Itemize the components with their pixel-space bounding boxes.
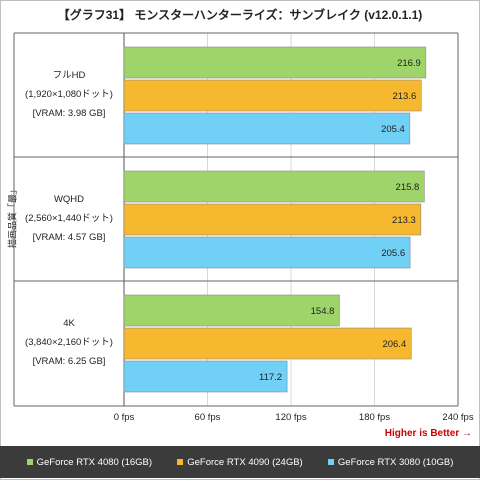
category-label-resolution: (2,560×1,440ドット)	[25, 213, 113, 224]
bar	[123, 203, 422, 236]
legend-label: GeForce RTX 4080 (16GB)	[36, 456, 153, 468]
x-tick-label: 120 fps	[275, 412, 306, 423]
bar-value-label: 213.3	[392, 215, 416, 226]
legend-swatch	[26, 459, 33, 465]
bar	[123, 79, 422, 112]
bar-value-label: 213.6	[392, 91, 416, 102]
legend-item-rtx4080: GeForce RTX 4080 (16GB)	[26, 456, 153, 468]
category-label-vram: [VRAM: 4.57 GB]	[32, 232, 106, 243]
legend-item-rtx3080: GeForce RTX 3080 (10GB)	[327, 456, 454, 468]
legend: GeForce RTX 4080 (16GB) GeForce RTX 4090…	[0, 446, 480, 478]
bar	[123, 170, 425, 203]
category-label-name: WQHD	[53, 194, 85, 205]
bar-value-label: 205.6	[381, 248, 405, 259]
x-tick-label: 60 fps	[195, 412, 221, 423]
bar	[123, 46, 427, 79]
higher-is-better-note: Higher is Better →	[384, 428, 472, 439]
bar	[123, 236, 411, 269]
x-tick-label: 0 fps	[114, 412, 135, 423]
bar-value-label: 154.8	[311, 306, 335, 317]
category-label-resolution: (1,920×1,080ドット)	[25, 89, 113, 100]
chart-title: 【グラフ31】 モンスターハンターライズ：サンブレイク (v12.0.1.1)	[57, 8, 423, 22]
category-label-name: フルHD	[52, 70, 86, 81]
legend-item-rtx4090: GeForce RTX 4090 (24GB)	[177, 456, 303, 468]
bar	[123, 112, 411, 145]
category-label-vram: [VRAM: 6.25 GB]	[32, 356, 106, 367]
bar	[123, 294, 340, 327]
category-label: WQHD (2,560×1,440ドット) [VRAM: 4.57 GB]	[14, 190, 124, 247]
bar-value-label: 216.9	[397, 58, 421, 69]
legend-swatch	[327, 459, 334, 465]
bar-value-label: 215.8	[396, 182, 420, 193]
legend-label: GeForce RTX 3080 (10GB)	[337, 456, 454, 468]
bar-value-label: 206.4	[382, 339, 406, 350]
x-tick-label: 180 fps	[359, 412, 390, 423]
category-label-vram: [VRAM: 3.98 GB]	[32, 108, 106, 119]
category-label-name: 4K	[63, 318, 75, 329]
bar-value-label: 117.2	[259, 372, 282, 383]
x-tick-label: 240 fps	[442, 412, 473, 423]
legend-swatch	[177, 459, 184, 465]
category-label: 4K (3,840×2,160ドット) [VRAM: 6.25 GB]	[14, 314, 124, 371]
bar-value-label: 205.4	[381, 124, 405, 135]
bar	[123, 360, 288, 393]
category-label-resolution: (3,840×2,160ドット)	[25, 337, 113, 348]
bar	[123, 327, 412, 360]
legend-label: GeForce RTX 4090 (24GB)	[187, 456, 303, 468]
category-label: フルHD (1,920×1,080ドット) [VRAM: 3.98 GB]	[14, 66, 124, 123]
